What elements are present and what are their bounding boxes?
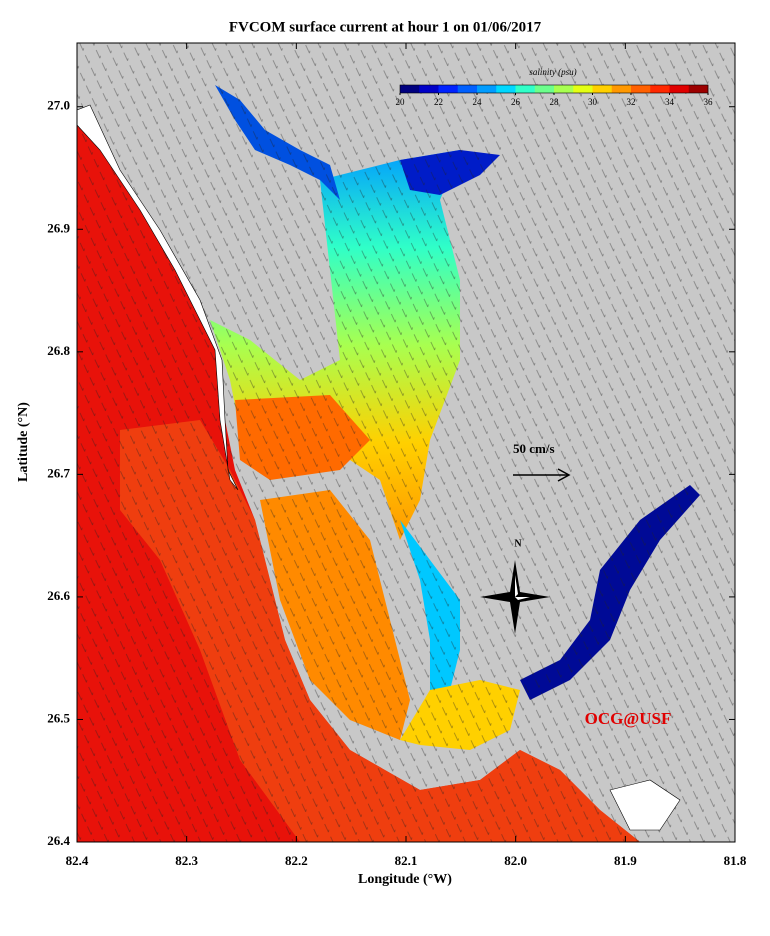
title: FVCOM surface current at hour 1 on 01/06…	[229, 19, 542, 35]
colorbar-bin	[688, 85, 709, 93]
colorbar-title: salinity (psu)	[529, 67, 576, 77]
colorbar-bin	[534, 85, 555, 93]
y-tick-label: 26.9	[47, 220, 70, 235]
colorbar-tick-label: 32	[627, 97, 636, 107]
colorbar-tick-label: 24	[473, 97, 483, 107]
y-tick-label: 27.0	[47, 98, 70, 113]
y-tick-label: 26.8	[47, 343, 70, 358]
colorbar-bin	[477, 85, 497, 93]
y-axis-label: Latitude (°N)	[16, 402, 31, 482]
colorbar-tick-label: 36	[704, 97, 714, 107]
colorbar-bin	[650, 85, 670, 93]
colorbar-bin	[669, 85, 690, 93]
x-tick-label: 82.2	[285, 853, 308, 868]
colorbar-tick-label: 34	[665, 97, 675, 107]
colorbar-bin	[496, 85, 516, 93]
colorbar-bin	[515, 85, 536, 93]
colorbar-bin	[611, 85, 632, 93]
coastline	[77, 104, 239, 491]
compass-highlight	[515, 575, 530, 600]
colorbar-bin	[592, 85, 613, 93]
colorbar: 20 22 24 26 28 30 32 34 36	[396, 84, 714, 107]
island	[609, 779, 681, 831]
map	[77, 43, 735, 842]
x-tick-label: 82.4	[66, 853, 89, 868]
colorbar-bin	[457, 85, 478, 93]
x-tick-label: 82.0	[504, 853, 527, 868]
colorbar-bin	[631, 85, 651, 93]
colorbar-tick-label: 26	[511, 97, 521, 107]
colorbar-tick-label: 30	[588, 97, 598, 107]
x-tick-label: 82.3	[175, 853, 198, 868]
colorbar-tick-label: 22	[434, 97, 443, 107]
x-tick-label: 81.9	[614, 853, 637, 868]
scale-arrow-label: 50 cm/s	[513, 441, 555, 456]
compass-label: N	[514, 538, 522, 549]
y-tick-label: 26.5	[47, 710, 70, 725]
y-tick-label: 26.6	[47, 588, 70, 603]
colorbar-bin	[400, 85, 420, 93]
current-vectors	[77, 43, 735, 842]
colorbar-tick-label: 28	[550, 97, 560, 107]
y-tick-label: 26.4	[47, 833, 70, 848]
colorbar-bin	[419, 85, 439, 93]
colorbar-bin	[554, 85, 574, 93]
ticks: 82.4 82.3 82.2 82.1 82.0 81.9 81.8 26.4 26.5 26.6…	[47, 43, 747, 868]
y-tick-label: 26.7	[47, 465, 70, 480]
colorbar-tick-label: 20	[396, 97, 406, 107]
x-axis-label: Longitude (°W)	[358, 872, 452, 887]
colorbar-bin	[438, 85, 459, 93]
scale-arrow-head	[557, 468, 571, 482]
x-tick-label: 82.1	[395, 853, 418, 868]
credit: OCG@USF	[585, 709, 672, 728]
colorbar-bin	[573, 85, 593, 93]
x-tick-label: 81.8	[724, 853, 747, 868]
